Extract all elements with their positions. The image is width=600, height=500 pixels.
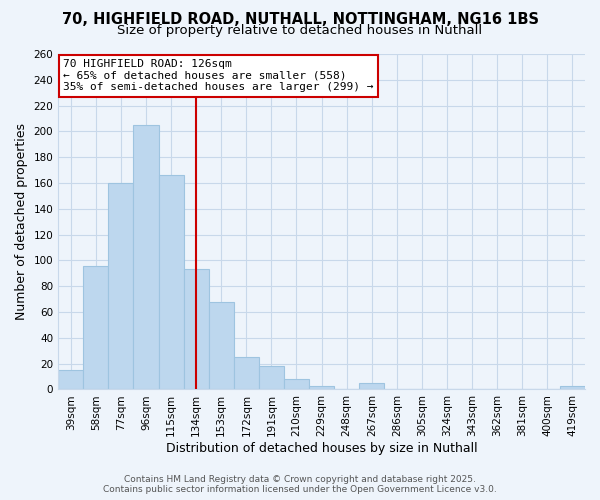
Bar: [58, 370, 83, 390]
Bar: [359, 383, 385, 390]
Bar: [133, 125, 158, 390]
Text: 70, HIGHFIELD ROAD, NUTHALL, NOTTINGHAM, NG16 1BS: 70, HIGHFIELD ROAD, NUTHALL, NOTTINGHAM,…: [62, 12, 539, 28]
Bar: [259, 366, 284, 390]
Bar: [560, 386, 585, 390]
Bar: [209, 302, 234, 390]
Bar: [234, 357, 259, 390]
Y-axis label: Number of detached properties: Number of detached properties: [15, 123, 28, 320]
Bar: [184, 270, 209, 390]
Text: Size of property relative to detached houses in Nuthall: Size of property relative to detached ho…: [118, 24, 482, 37]
Text: 70 HIGHFIELD ROAD: 126sqm
← 65% of detached houses are smaller (558)
35% of semi: 70 HIGHFIELD ROAD: 126sqm ← 65% of detac…: [64, 59, 374, 92]
Bar: [309, 386, 334, 390]
Bar: [158, 176, 184, 390]
Bar: [109, 183, 133, 390]
Bar: [83, 266, 109, 390]
Text: Contains HM Land Registry data © Crown copyright and database right 2025.
Contai: Contains HM Land Registry data © Crown c…: [103, 474, 497, 494]
Bar: [284, 379, 309, 390]
X-axis label: Distribution of detached houses by size in Nuthall: Distribution of detached houses by size …: [166, 442, 478, 455]
